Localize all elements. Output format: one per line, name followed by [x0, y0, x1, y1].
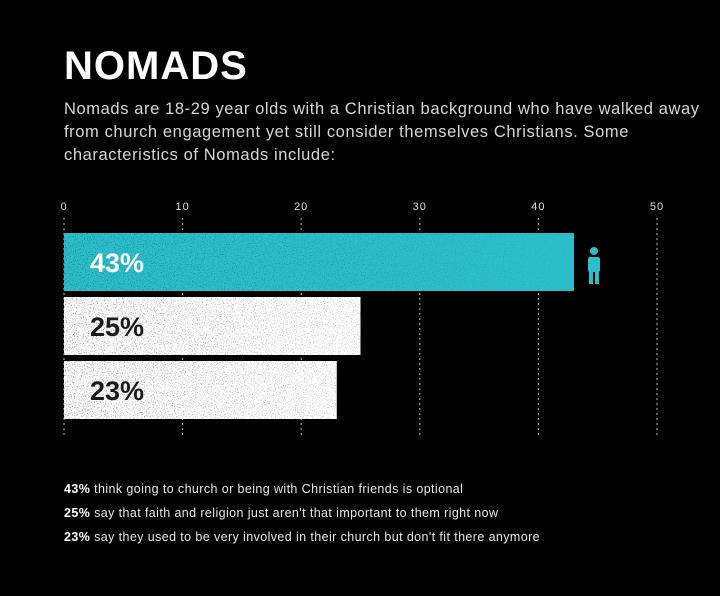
note-item: 43% think going to church or being with … [64, 477, 540, 501]
bar-group: 23% [64, 361, 337, 419]
bar-value-label: 23% [90, 376, 144, 406]
bar-texture [64, 361, 337, 419]
x-tick-label: 50 [650, 201, 664, 213]
note-pct: 25% [64, 506, 91, 520]
x-tick-label: 30 [413, 201, 427, 213]
note-item: 25% say that faith and religion just are… [64, 501, 540, 525]
x-tick-label: 40 [531, 201, 545, 213]
bar-texture [64, 233, 574, 291]
bar-texture [64, 297, 361, 355]
x-tick-label: 10 [175, 201, 189, 213]
note-pct: 43% [64, 482, 91, 496]
note-text: say that faith and religion just aren't … [90, 506, 499, 520]
x-tick-label: 20 [294, 201, 308, 213]
note-pct: 23% [64, 530, 91, 544]
note-text: think going to church or being with Chri… [90, 482, 464, 496]
bar-value-label: 25% [90, 312, 144, 342]
note-item: 23% say they used to be very involved in… [64, 525, 540, 549]
note-text: say they used to be very involved in the… [90, 530, 541, 544]
bar-value-label: 43% [90, 248, 144, 278]
page-subtitle: Nomads are 18-29 year olds with a Christ… [64, 100, 700, 164]
person-icon [587, 247, 600, 284]
x-tick-label: 0 [60, 201, 67, 213]
page-title: NOMADS [64, 44, 248, 88]
bar-group: 43% [64, 233, 574, 291]
notes-list: 43% think going to church or being with … [64, 477, 540, 549]
bar-group: 25% [64, 297, 361, 355]
